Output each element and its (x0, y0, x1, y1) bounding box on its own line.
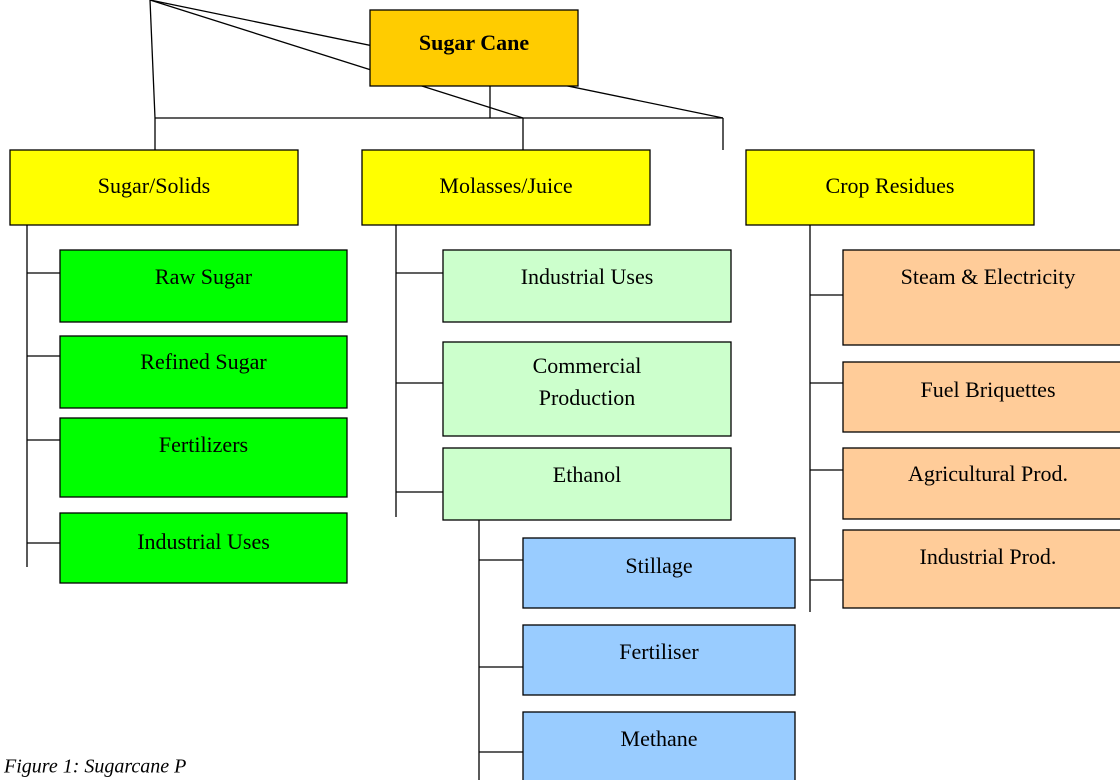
caption: Figure 1: Sugarcane P (3, 756, 186, 778)
item-node-label: Industrial Uses (137, 529, 270, 554)
item-node (59, 335, 348, 409)
item-node (522, 537, 796, 609)
item-node-label: Ethanol (553, 462, 621, 487)
root-node (369, 9, 579, 87)
item-node-label: Commercial (533, 353, 642, 378)
item-node (59, 417, 348, 498)
item-node (442, 341, 732, 437)
branch-node-label: Crop Residues (826, 173, 955, 198)
branch-node (745, 149, 1035, 226)
branch-node-label: Molasses/Juice (439, 173, 572, 198)
item-node (59, 249, 348, 323)
item-node (842, 529, 1120, 609)
item-node (842, 447, 1120, 520)
item-node-label: Steam & Electricity (901, 264, 1076, 289)
item-node (842, 249, 1120, 346)
item-node (442, 447, 732, 521)
item-node-label: Fertiliser (619, 639, 699, 664)
branch-node (9, 149, 299, 226)
item-node (59, 512, 348, 584)
connector (149, 0, 156, 119)
item-node-label: Industrial Uses (521, 264, 654, 289)
item-node (522, 711, 796, 780)
item-node-label: Raw Sugar (155, 264, 253, 289)
item-node-label: Methane (621, 726, 698, 751)
item-node-label: Stillage (625, 553, 692, 578)
item-node-label: Fertilizers (159, 432, 248, 457)
item-node-label: Industrial Prod. (920, 544, 1057, 569)
item-node (522, 624, 796, 696)
item-node-label: Production (539, 385, 636, 410)
item-node-label: Refined Sugar (140, 349, 267, 374)
branch-node-label: Sugar/Solids (98, 173, 210, 198)
item-node (442, 249, 732, 323)
connector (149, 0, 524, 119)
item-node-label: Fuel Briquettes (920, 377, 1055, 402)
branch-node (361, 149, 651, 226)
root-node-label: Sugar Cane (419, 30, 529, 55)
item-node-label: Agricultural Prod. (908, 461, 1068, 486)
item-node (842, 361, 1120, 433)
